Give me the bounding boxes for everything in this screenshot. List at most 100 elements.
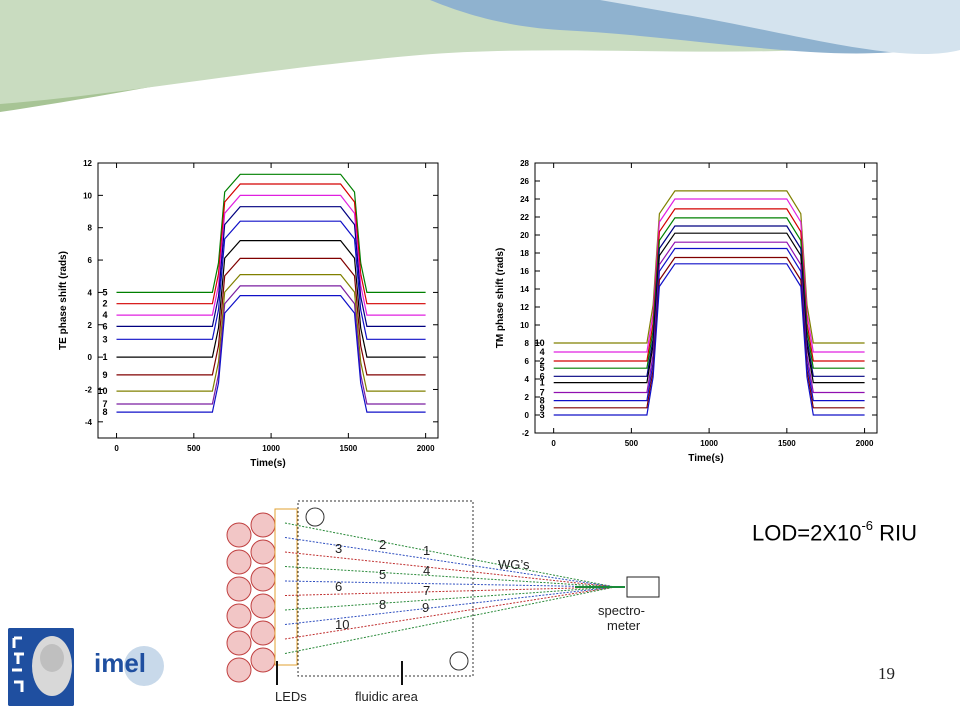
svg-text:imel: imel — [94, 648, 146, 678]
led-circle — [226, 522, 252, 548]
series-label-5: 5 — [540, 363, 545, 373]
grating-couplers — [274, 508, 298, 666]
series-line-1 — [116, 240, 426, 358]
y-tick-label: -2 — [85, 385, 93, 394]
led-circle — [250, 620, 276, 646]
lod-exponent: -6 — [861, 518, 874, 533]
led-circle — [250, 566, 276, 592]
series-line-5 — [553, 217, 865, 369]
series-line-10 — [553, 190, 865, 344]
y-tick-label: 22 — [520, 213, 529, 222]
waveguide-number-9: 9 — [422, 600, 429, 615]
series-line-6 — [116, 206, 426, 327]
x-tick-label: 500 — [187, 444, 201, 453]
led-circle — [226, 630, 252, 656]
series-label-9: 9 — [540, 403, 545, 413]
y-tick-label: 16 — [520, 267, 529, 276]
waveguide-number-10: 10 — [335, 617, 349, 632]
series-line-4 — [553, 198, 865, 353]
series-label-8: 8 — [103, 407, 108, 417]
y-axis-label: TE phase shift (rads) — [58, 251, 69, 350]
waveguide-line — [284, 522, 616, 588]
waveguide-line — [284, 537, 616, 588]
series-label-5: 5 — [103, 287, 108, 297]
series-line-2 — [116, 183, 426, 305]
x-tick-label: 0 — [551, 439, 556, 448]
series-label-10: 10 — [98, 386, 108, 396]
lod-suffix: RIU — [873, 520, 918, 546]
plot-frame — [534, 162, 878, 434]
header-banner — [0, 0, 960, 112]
imel-logo: imel — [94, 646, 164, 686]
series-line-4 — [116, 194, 426, 316]
y-tick-label: 28 — [520, 159, 529, 168]
series-line-9 — [116, 257, 426, 376]
x-tick-label: 2000 — [417, 444, 435, 453]
y-tick-label: 10 — [520, 321, 529, 330]
led-circle — [250, 593, 276, 619]
series-line-3 — [116, 220, 426, 340]
x-tick-label: 1500 — [778, 439, 796, 448]
series-line-6 — [553, 225, 865, 377]
y-tick-label: 10 — [83, 191, 92, 200]
waveguide-line — [284, 551, 616, 588]
led-circle — [226, 549, 252, 575]
x-tick-label: 500 — [625, 439, 639, 448]
fluidic-label: fluidic area — [355, 689, 419, 704]
led-circle — [226, 657, 252, 683]
x-tick-label: 1000 — [700, 439, 718, 448]
series-label-10: 10 — [535, 338, 545, 348]
y-tick-label: 6 — [525, 357, 530, 366]
waveguide-numbers: 1 2 3 4 5 6 7 8 9 10 — [335, 537, 430, 632]
banner-sky-wave — [600, 0, 960, 55]
y-axis-label: TM phase shift (rads) — [495, 248, 506, 349]
y-tick-label: 8 — [525, 339, 530, 348]
led-circle — [250, 539, 276, 565]
series-label-6: 6 — [103, 321, 108, 331]
waveguide-line — [284, 586, 616, 596]
y-tick-label: 8 — [88, 224, 93, 233]
waveguide-number-3: 3 — [335, 541, 342, 556]
series-line-3 — [553, 263, 865, 416]
y-tick-label: 26 — [520, 177, 529, 186]
tm-phase-chart: 0 500 1000 1500 2000-20246810121416182022242… — [495, 159, 878, 464]
x-tick-label: 0 — [114, 444, 119, 453]
y-tick-label: 12 — [520, 303, 529, 312]
waveguide-line — [284, 586, 616, 640]
plot-frame — [97, 162, 439, 439]
waveguide-number-8: 8 — [379, 597, 386, 612]
series-label-3: 3 — [103, 334, 108, 344]
series-line-8 — [553, 247, 865, 402]
y-tick-label: 20 — [520, 231, 529, 240]
y-tick-label: -2 — [522, 429, 530, 438]
led-array — [226, 508, 298, 683]
series-line-7 — [553, 241, 865, 394]
led-circle — [250, 647, 276, 673]
waveguide-number-1: 1 — [423, 543, 430, 558]
lod-prefix: LOD=2X10 — [752, 520, 862, 546]
waveguide-number-2: 2 — [379, 537, 386, 552]
y-tick-label: 6 — [88, 256, 93, 265]
series-line-8 — [116, 295, 426, 413]
series-label-2: 2 — [103, 299, 108, 309]
slide-number: 19 — [878, 664, 895, 683]
waveguide-lines — [284, 522, 625, 654]
series-line-7 — [116, 285, 426, 405]
demokritos-logo — [8, 628, 74, 706]
wg-label: WG’s — [498, 557, 530, 572]
y-tick-label: 18 — [520, 249, 529, 258]
series-label-4: 4 — [540, 347, 545, 357]
y-tick-label: 4 — [525, 375, 530, 384]
y-tick-label: 14 — [520, 285, 529, 294]
waveguide-line — [284, 580, 616, 588]
series-label-7: 7 — [103, 399, 108, 409]
waveguide-number-7: 7 — [423, 583, 430, 598]
x-axis-label: Time(s) — [688, 453, 723, 464]
spectro-label-2: meter — [607, 618, 641, 633]
led-circle — [226, 603, 252, 629]
y-tick-label: 2 — [88, 321, 93, 330]
y-tick-label: -4 — [85, 418, 93, 427]
x-tick-label: 2000 — [856, 439, 874, 448]
led-circle — [250, 512, 276, 538]
